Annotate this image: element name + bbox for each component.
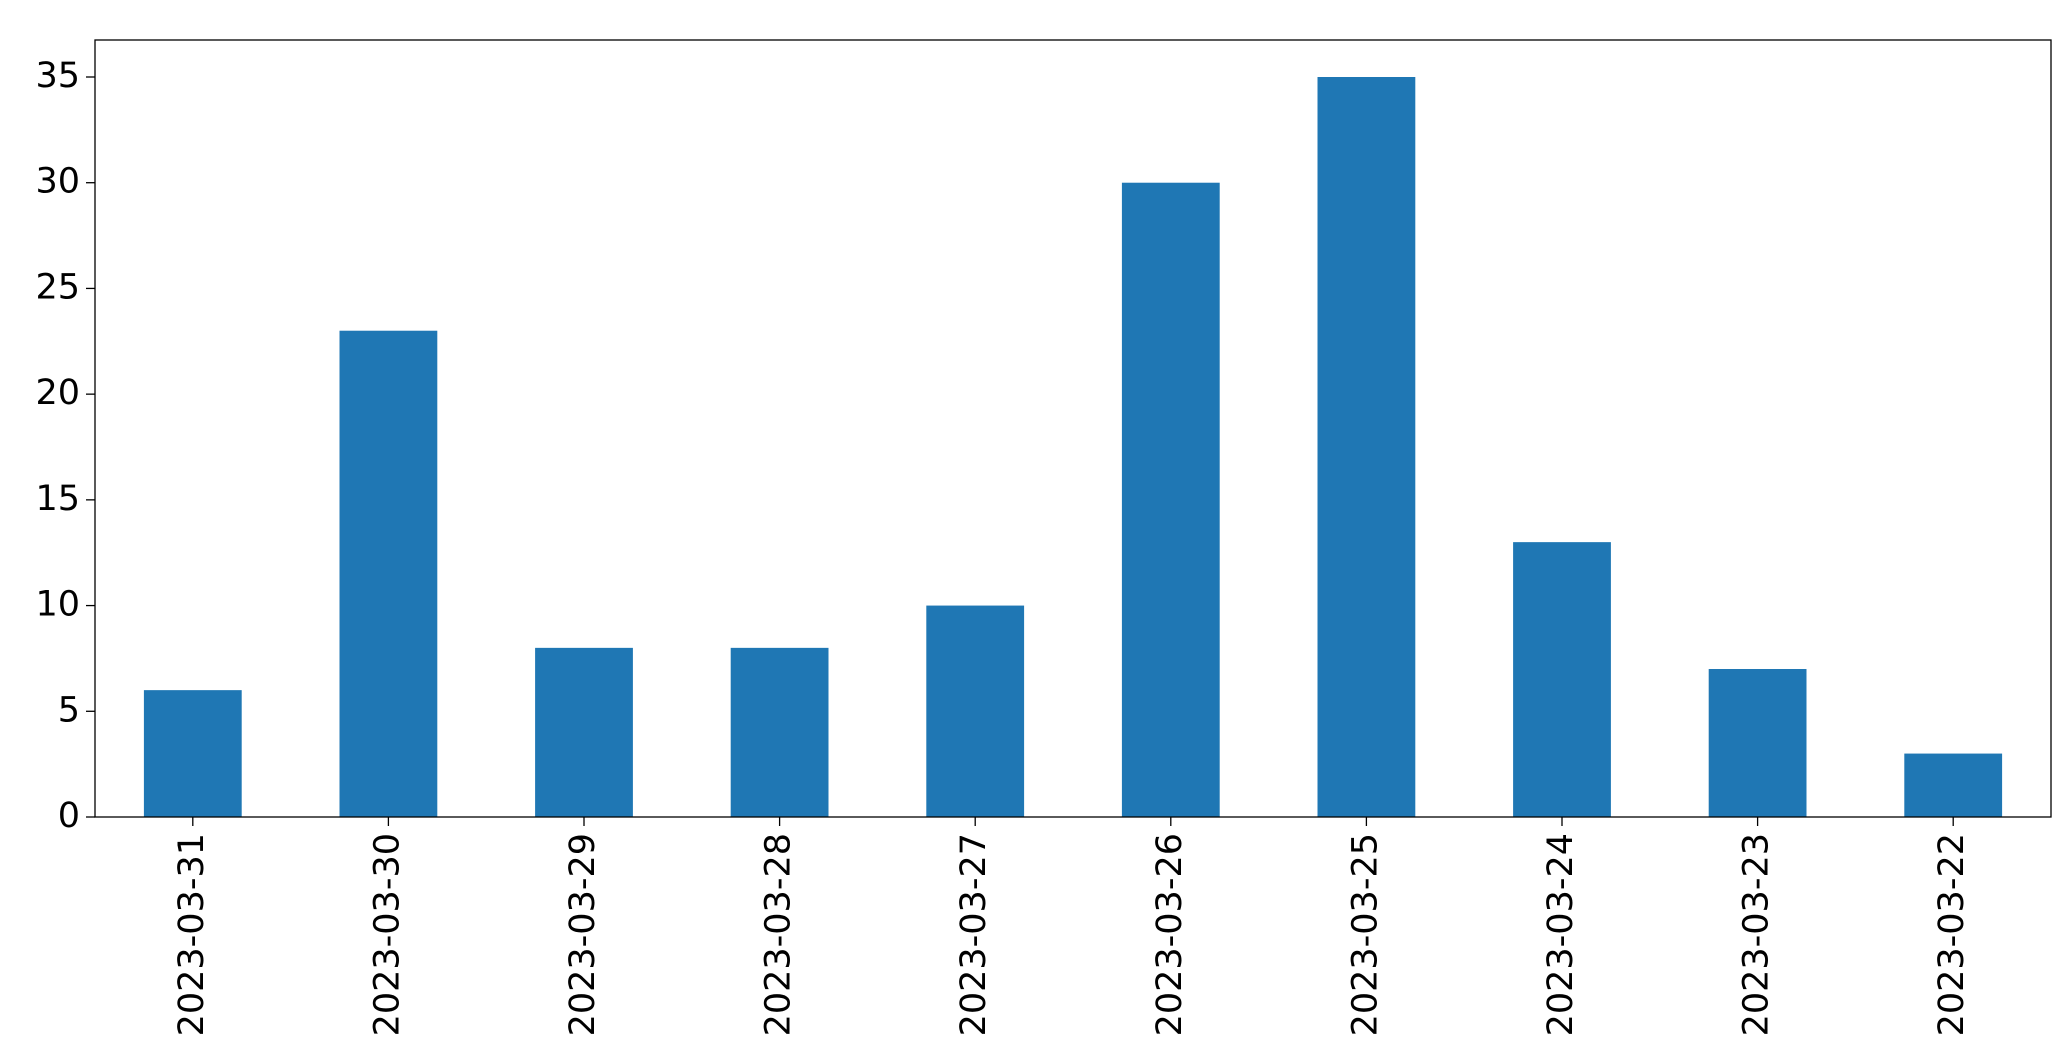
- y-tick-label: 20: [35, 373, 80, 413]
- x-tick-label: 2023-03-30: [367, 833, 407, 1036]
- y-tick-label: 5: [58, 690, 80, 730]
- y-tick-label: 15: [35, 479, 80, 519]
- bar: [1317, 77, 1416, 817]
- x-tick-label: 2023-03-25: [1345, 833, 1385, 1036]
- x-tick-label: 2023-03-24: [1541, 833, 1581, 1036]
- bar: [1513, 542, 1611, 817]
- x-tick-label: 2023-03-27: [954, 833, 994, 1036]
- plot-frame: [94, 39, 2052, 818]
- x-tick-label: 2023-03-23: [1737, 833, 1777, 1036]
- y-tick-label: 0: [58, 796, 80, 836]
- y-tick-label: 30: [35, 162, 80, 202]
- bar: [535, 647, 633, 817]
- x-tick-label: 2023-03-31: [172, 833, 212, 1036]
- x-tick-label: 2023-03-29: [563, 833, 603, 1036]
- y-tick-label: 10: [35, 585, 80, 625]
- bar: [339, 330, 438, 817]
- x-tick-label: 2023-03-28: [759, 833, 799, 1036]
- bar: [730, 647, 829, 817]
- bar: [1121, 182, 1220, 817]
- x-tick-label: 2023-03-26: [1150, 833, 1190, 1036]
- bar: [143, 690, 242, 817]
- bar: [1708, 669, 1807, 817]
- bar: [1904, 753, 2003, 817]
- y-tick-label: 35: [35, 56, 80, 96]
- y-tick-label: 25: [35, 267, 80, 307]
- bar: [926, 605, 1025, 817]
- x-tick-label: 2023-03-22: [1932, 833, 1972, 1036]
